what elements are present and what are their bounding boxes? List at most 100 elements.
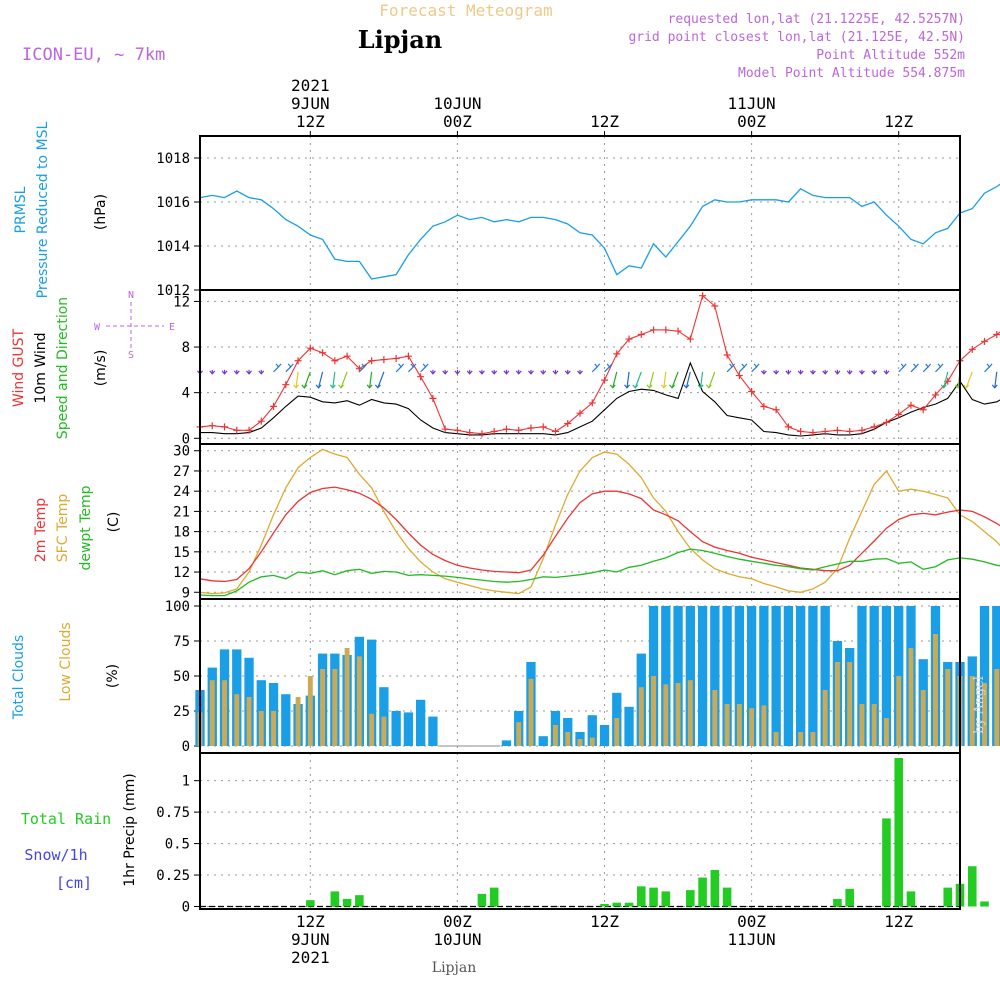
wind-arrow-head (594, 363, 601, 368)
wind-arrow (708, 371, 716, 389)
gust-point (613, 350, 621, 358)
low-cloud-bar (884, 718, 889, 746)
low-cloud-bar (933, 634, 938, 746)
wind-arrow-head (729, 363, 736, 368)
wind-arrow (340, 371, 348, 389)
pressure-ytick-label: 1016 (156, 195, 190, 211)
compass-rose: N S W E (94, 290, 175, 361)
clouds-ytick-label: 50 (173, 669, 190, 685)
gust-point (233, 426, 241, 434)
wind-arrow-head (429, 370, 436, 375)
wind-arrow-head (697, 384, 704, 389)
wind-arrow (407, 366, 414, 373)
low-cloud-bar (749, 708, 755, 746)
wind-arrow-head (925, 363, 932, 368)
rain-bar (355, 895, 364, 907)
rain-bar (722, 887, 732, 907)
wind-arrow-head (466, 370, 473, 375)
rain-bar (980, 901, 989, 907)
compass-e: E (169, 322, 175, 333)
rain-bar (698, 877, 707, 907)
gust-point (441, 425, 449, 433)
gust-point (270, 402, 278, 410)
temperature-grid (200, 444, 960, 599)
wind-arrow-head (301, 384, 308, 389)
gust-point (368, 357, 376, 365)
low-cloud-bar (528, 678, 534, 746)
wind-ytick-label: 12 (173, 294, 190, 310)
wind-arrow (685, 371, 691, 388)
cloud-label-low: Low Clouds (58, 622, 74, 701)
time-axis-bottom: 12Z9JUN202100Z10JUN12Z00Z11JUN12Z00Z12JU… (291, 912, 913, 967)
precip-label-snow: Snow/1h (24, 846, 87, 864)
wind-arrow-head (646, 384, 653, 389)
gust-point (588, 399, 596, 407)
gust-point (306, 344, 314, 352)
low-cloud-bar (761, 705, 767, 746)
gust-point (539, 423, 547, 431)
wind-arrow-head (760, 370, 767, 375)
gust-point (453, 426, 461, 434)
pressure-ytick-label: 1012 (156, 283, 190, 299)
total-cloud-bar (673, 606, 683, 746)
gust-point (895, 410, 903, 418)
gust-point (478, 430, 486, 438)
low-cloud-bar (356, 656, 362, 746)
low-cloud-bar (344, 648, 350, 746)
wind-arrow (935, 366, 941, 373)
wind-arrow (922, 366, 929, 373)
wind-arrow (273, 366, 279, 373)
wind-arrow-head (913, 363, 919, 368)
rain-bar (637, 886, 646, 907)
model-altitude: Model Point Altitude 554.875m (738, 66, 965, 81)
low-cloud-bar (320, 669, 326, 746)
wind-arrow-head (287, 363, 294, 368)
wind-arrow (369, 371, 373, 388)
credit: by Angel (972, 676, 987, 734)
wind-arrow-head (797, 370, 804, 375)
model-label: ICON-EU, ~ 7km (22, 45, 165, 65)
gust-point (931, 391, 939, 399)
time-label-top: 12Z (884, 112, 913, 131)
total-cloud-bar (685, 606, 695, 746)
wind-arrow-head (442, 370, 449, 375)
rain-bar (649, 887, 658, 907)
gust-point (772, 406, 780, 414)
total-cloud-bar (415, 699, 426, 746)
temp-2m-line (199, 486, 1000, 583)
gust-point (858, 426, 866, 434)
rain-bar (624, 902, 634, 907)
wind-arrow-head (669, 384, 676, 389)
total-cloud-bar (771, 606, 781, 746)
temperature-ytick-label: 21 (173, 504, 190, 520)
gust-point (735, 372, 743, 380)
wind-arrow (965, 371, 973, 389)
low-cloud-bar (810, 732, 816, 746)
wind-arrow-head (705, 384, 712, 389)
wind-arrow-head (940, 384, 947, 389)
wind-arrow-head (564, 370, 571, 375)
wind-arrow-head (275, 363, 282, 368)
wind-arrow-head (361, 363, 368, 368)
gust-point (797, 427, 805, 435)
gust-point (221, 423, 229, 431)
total-cloud-bar (795, 606, 806, 746)
rain-bar (686, 890, 695, 907)
total-cloud-bar (538, 736, 548, 746)
rain-bar (330, 891, 340, 907)
gust-point (907, 401, 915, 409)
precip-ytick-label: 1 (182, 774, 190, 790)
wind-arrow-head (528, 370, 534, 375)
wind-arrow-head (834, 370, 841, 375)
total-cloud-bar (881, 606, 892, 746)
wind-arrow (295, 371, 299, 388)
wind-arrow (699, 371, 704, 388)
wind-label-10m: 10m Wind (33, 332, 49, 403)
time-label-top: 2021 (291, 76, 330, 95)
temperature-ytick-label: 30 (173, 444, 190, 460)
gust-point (821, 427, 829, 435)
wind-arrow-head (991, 384, 998, 389)
low-cloud-bar (565, 732, 571, 746)
wind-arrow-head (503, 370, 510, 375)
wind-arrow (420, 366, 427, 373)
